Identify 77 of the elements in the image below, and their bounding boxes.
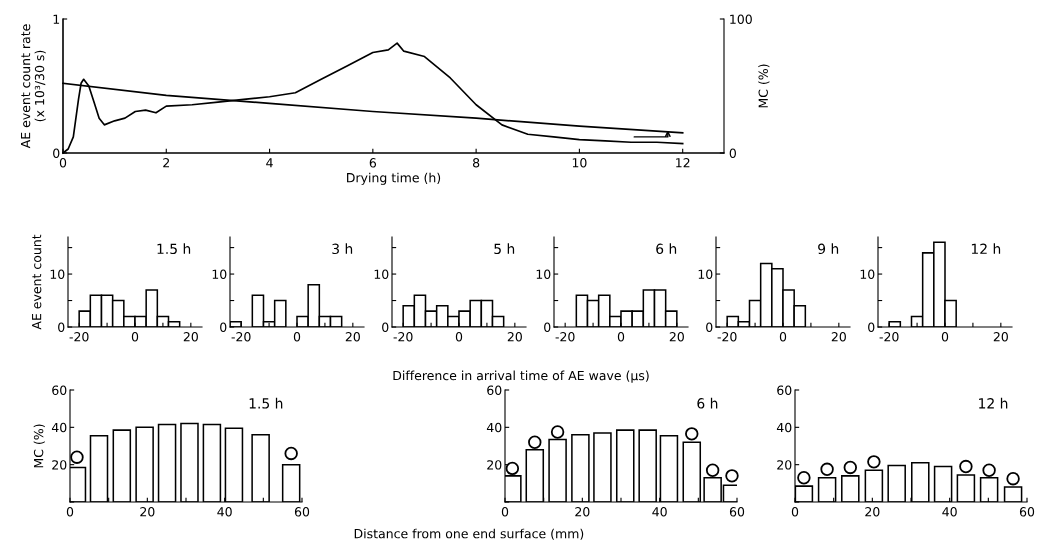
x-tick-label: 40 (652, 507, 667, 517)
x-tick-label: 0 (293, 332, 301, 342)
chart-title: 12 h (971, 243, 1001, 254)
x-tick-label: 0 (941, 332, 949, 342)
y-tick-label: 60 (52, 385, 67, 395)
x-tick-label: 60 (729, 507, 745, 517)
x-tick-label: 10 (572, 158, 587, 168)
x-tick-label: 12 (676, 158, 690, 168)
y-tick-label: 20 (487, 460, 502, 470)
chart-title: 9 h (818, 243, 839, 255)
point (982, 463, 996, 477)
point (820, 462, 834, 477)
x-tick-label: 0 (617, 332, 625, 342)
point (1006, 471, 1020, 486)
y-tick-label: 60 (487, 385, 502, 395)
y-tick-label: 10 (50, 269, 65, 279)
point (867, 455, 881, 469)
x-tick-label: 0 (455, 332, 463, 342)
x-tick-label: -20 (717, 332, 737, 342)
x-tick-label: 20 (345, 332, 360, 342)
x-axis-title: Distance from one end surface (mm) (354, 528, 584, 540)
x-tick-label: 20 (140, 507, 155, 517)
y-tick-label: 40 (776, 422, 792, 433)
x-tick-label: 2 (163, 158, 170, 168)
x-tick-label: 60 (294, 507, 310, 517)
y-tick-label: 20 (777, 460, 792, 470)
chart-title: 6 h (656, 243, 677, 255)
y2-tick-label: 100 (730, 14, 752, 24)
x-tick-label: 0 (791, 507, 799, 517)
x-tick-label: -20 (69, 332, 89, 342)
point (797, 471, 811, 485)
x-tick-label: 8 (473, 158, 480, 168)
point (725, 469, 739, 483)
chart-title: 5 h (494, 243, 515, 255)
point (685, 427, 699, 441)
point (705, 463, 720, 477)
y-axis-title: AE event count (32, 234, 42, 330)
chart-title: 12 h (979, 397, 1008, 409)
x-tick-label: 60 (1019, 507, 1035, 517)
y2-tick-label: 0 (729, 148, 736, 158)
x-tick-label: 6 (369, 158, 377, 168)
point (505, 461, 520, 476)
point (843, 460, 858, 475)
x-axis-title: Drying time (h) (347, 172, 441, 185)
x-tick-label: 4 (266, 158, 273, 168)
x-tick-label: 0 (66, 507, 74, 517)
x-tick-label: -20 (879, 332, 899, 342)
y-tick-label: 40 (51, 422, 67, 433)
y2-axis-title: MC (%) (758, 64, 770, 108)
x-axis-title: Difference in arrival time of AE wave (μs) (393, 370, 649, 383)
x-tick-label: 40 (942, 507, 957, 517)
chart-title: 1.5 h (157, 243, 191, 255)
chart-title: 3 h (332, 243, 353, 255)
y-axis-title: AE event count rate (x 10³/30 s) (21, 24, 46, 149)
y-axis-title: MC (%) (33, 424, 45, 468)
chart-title: 6 h (697, 397, 718, 409)
x-tick-label: 20 (575, 507, 590, 517)
point (550, 425, 565, 439)
point (959, 459, 973, 474)
x-tick-label: 20 (669, 332, 684, 342)
chart-title: 1.5 h (249, 397, 283, 409)
x-tick-label: -20 (231, 332, 251, 342)
y-tick-label: 60 (777, 385, 792, 395)
x-tick-label: 0 (501, 507, 509, 517)
y-tick-label: 0 (53, 148, 60, 158)
y-tick-label: 20 (52, 460, 67, 470)
x-tick-label: 0 (131, 332, 139, 342)
x-tick-label: 20 (993, 332, 1008, 342)
x-tick-label: 20 (831, 332, 846, 342)
x-tick-label: -20 (555, 332, 575, 342)
y-tick-label: 1 (53, 14, 60, 24)
y-tick-label: 40 (486, 422, 502, 433)
x-tick-label: 20 (507, 332, 522, 342)
x-tick-label: 20 (183, 332, 198, 342)
point (528, 435, 542, 449)
x-tick-label: -20 (393, 332, 413, 342)
y-tick-label: 0 (58, 322, 65, 332)
